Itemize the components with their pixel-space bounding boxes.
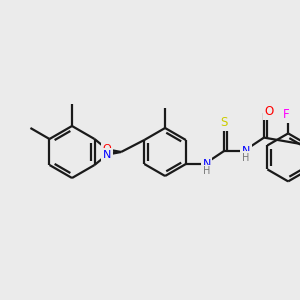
Text: H: H [242,153,250,163]
Text: N: N [202,159,211,169]
Text: N: N [103,150,111,160]
Text: S: S [221,116,228,129]
Text: N: N [242,146,250,156]
Text: O: O [103,144,112,154]
Text: F: F [283,108,290,121]
Text: H: H [203,166,210,176]
Text: O: O [264,105,274,118]
